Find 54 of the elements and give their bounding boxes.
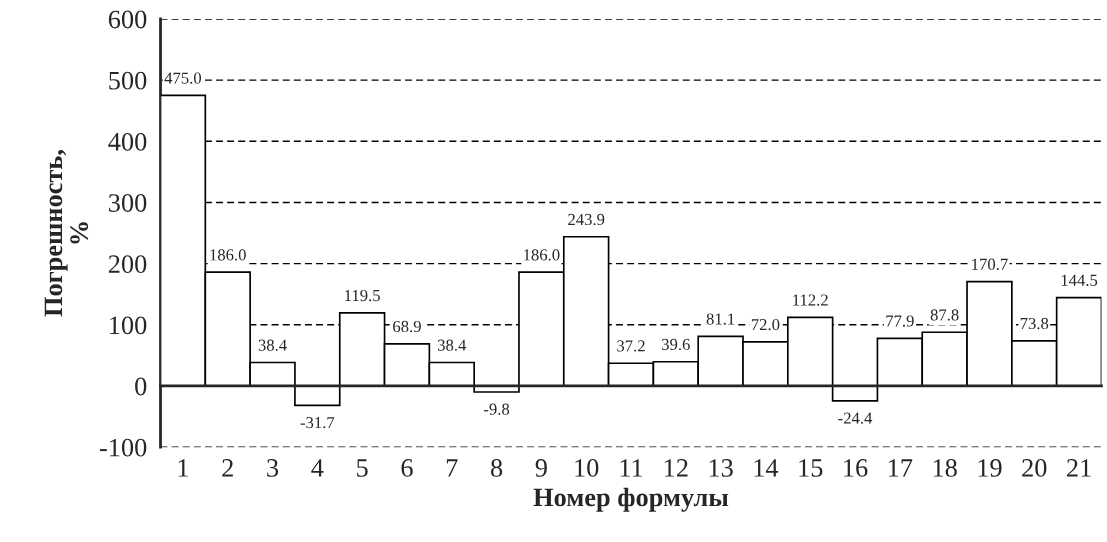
data-label: 39.6	[662, 338, 690, 351]
x-tick-label: 3	[267, 459, 279, 477]
x-tick-label: 2	[222, 459, 233, 477]
data-label: -24.4	[838, 412, 873, 424]
y-tick-label: 300	[109, 194, 147, 212]
x-tick-label: 16	[844, 459, 868, 477]
x-tick-label: 4	[311, 459, 324, 477]
x-tick-label: 5	[357, 459, 368, 477]
x-tick-label: 10	[575, 459, 599, 477]
y-tick-label: 200	[108, 255, 147, 274]
x-tick-label: 20	[1022, 459, 1047, 477]
x-tick-label: 6	[401, 459, 413, 477]
x-tick-label: 8	[490, 459, 503, 477]
data-label: 186.0	[524, 249, 560, 261]
data-label: 72.0	[751, 318, 780, 331]
data-label: 243.9	[568, 213, 605, 226]
data-label: 81.1	[706, 313, 735, 325]
x-tick-label: 21	[1067, 459, 1091, 477]
x-tick-label: 18	[933, 459, 957, 477]
x-tick-label: 11	[620, 459, 643, 477]
x-tick-label: 9	[535, 459, 547, 477]
x-tick-label: 19	[978, 459, 1002, 477]
data-label: 37.2	[617, 340, 645, 352]
data-label: 68.9	[393, 320, 421, 333]
y-tick-label: -100	[99, 438, 147, 457]
x-tick-label: 14	[754, 459, 779, 477]
y-tick-label: 600	[108, 10, 147, 29]
x-tick-label: 13	[709, 459, 733, 477]
data-label: -31.7	[300, 417, 335, 429]
data-label: 119.5	[345, 289, 380, 302]
x-axis-title: Номер формулы	[533, 487, 729, 512]
y-tick-label: 500	[109, 71, 147, 90]
data-label: 73.8	[1020, 317, 1049, 330]
y-tick-label: 0	[135, 377, 147, 396]
data-label: 38.4	[258, 339, 287, 351]
data-label: 475.0	[164, 72, 202, 84]
y-tick-label: 400	[108, 132, 147, 151]
y-tick-label: 100	[110, 316, 147, 335]
x-tick-label: 1	[178, 459, 188, 477]
x-tick-label: 12	[664, 459, 688, 477]
data-label: -9.8	[484, 403, 510, 415]
data-label: 87.8	[930, 309, 959, 321]
bar	[294, 385, 341, 407]
data-label: 38.4	[437, 339, 467, 351]
bar	[831, 385, 879, 402]
data-label: 112.2	[793, 294, 828, 306]
data-label: 186.0	[210, 249, 246, 261]
x-tick-label: 15	[799, 459, 823, 477]
data-label: 144.5	[1061, 274, 1098, 286]
data-label: 170.7	[972, 258, 1008, 270]
x-tick-label: 17	[888, 459, 913, 477]
y-axis-title: Погрешность, %	[44, 150, 89, 317]
data-label: 77.9	[886, 315, 914, 327]
x-tick-label: 7	[446, 459, 458, 477]
